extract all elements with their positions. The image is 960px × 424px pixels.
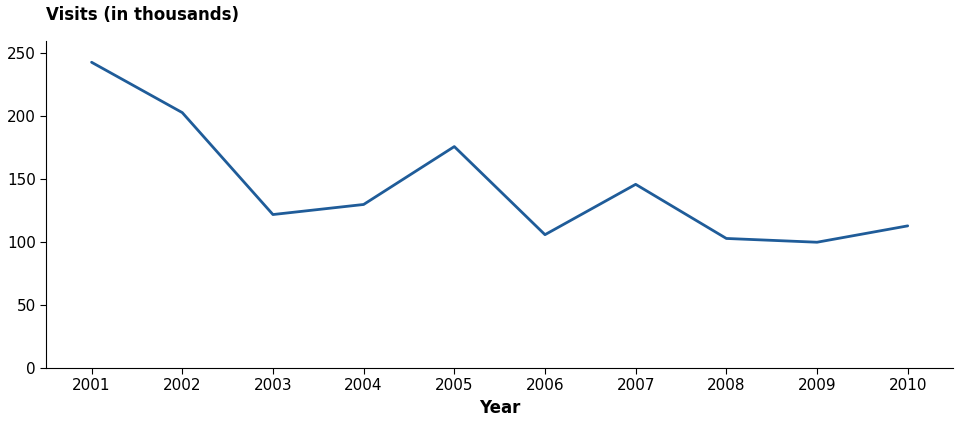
- Text: Visits (in thousands): Visits (in thousands): [46, 6, 239, 24]
- X-axis label: Year: Year: [479, 399, 520, 417]
